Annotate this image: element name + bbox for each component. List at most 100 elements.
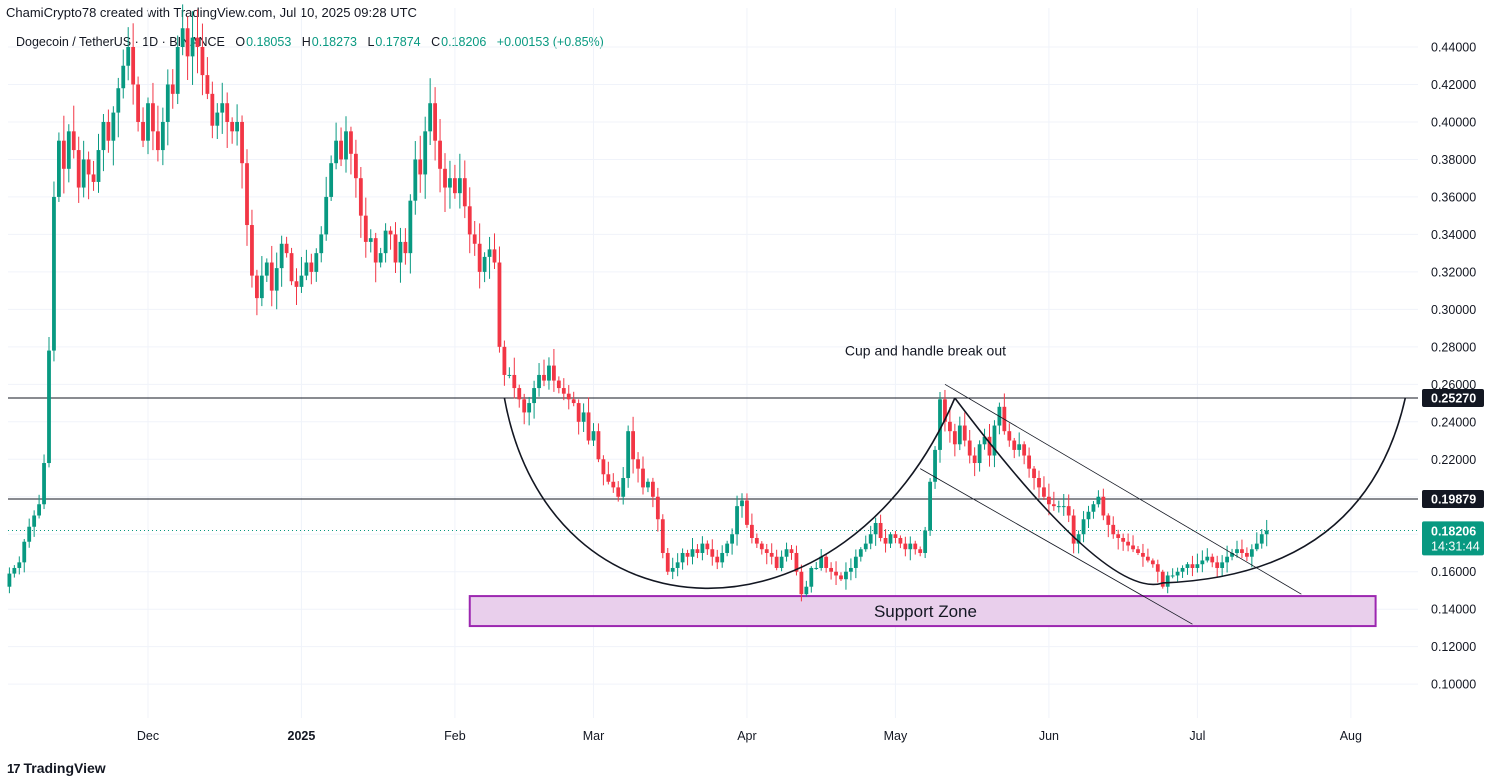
high-label: H xyxy=(301,35,311,49)
candle-body xyxy=(868,534,873,544)
y-tick-label: 0.24000 xyxy=(1431,415,1476,429)
candle-body xyxy=(923,530,928,553)
tradingview-brand: TradingView xyxy=(23,760,106,776)
candle xyxy=(393,222,398,274)
candle xyxy=(626,425,631,488)
candle xyxy=(606,461,611,485)
candle-body xyxy=(636,459,640,469)
candle-body xyxy=(992,425,997,456)
candle-body xyxy=(844,571,848,580)
candle xyxy=(111,106,116,166)
candle-body xyxy=(1146,556,1150,561)
candle xyxy=(918,546,923,557)
candle-body xyxy=(378,253,383,263)
candle xyxy=(1056,500,1061,513)
candle xyxy=(403,228,408,265)
candle xyxy=(972,447,977,477)
tradingview-logo[interactable]: 17 TradingView xyxy=(7,760,106,776)
candle xyxy=(596,423,601,463)
candle-body xyxy=(1215,562,1220,568)
candle-body xyxy=(1240,549,1244,553)
x-tick-label: Apr xyxy=(737,729,756,743)
candle-body xyxy=(294,281,299,287)
candle-body xyxy=(517,388,522,400)
candle xyxy=(1264,519,1269,547)
candle xyxy=(923,526,928,559)
candle-body xyxy=(1116,534,1121,538)
candle-body xyxy=(888,534,893,544)
candle xyxy=(774,549,779,571)
candle-body xyxy=(819,556,824,568)
candle xyxy=(1185,562,1190,575)
change-value: +0.00153 (+0.85%) xyxy=(496,35,604,49)
candle xyxy=(547,357,551,390)
candle xyxy=(769,543,774,565)
candle-body xyxy=(1180,567,1185,572)
y-tick-label: 0.30000 xyxy=(1431,303,1476,317)
candle xyxy=(670,557,675,580)
candle xyxy=(448,160,452,209)
candles xyxy=(7,4,1269,602)
candle xyxy=(210,81,215,139)
candle xyxy=(106,109,111,153)
candle-body xyxy=(759,543,764,550)
candle-body xyxy=(1022,444,1027,456)
candle xyxy=(764,543,769,565)
candle-body xyxy=(601,459,606,475)
candle xyxy=(319,226,324,263)
candle-body xyxy=(368,238,373,242)
candle-body xyxy=(665,552,670,572)
candle-body xyxy=(621,478,626,497)
candle-body xyxy=(250,225,254,276)
candle xyxy=(636,452,640,483)
candle-body xyxy=(863,543,868,550)
candle xyxy=(299,256,304,293)
candle xyxy=(784,542,789,562)
candle-body xyxy=(467,206,472,235)
candle-body xyxy=(27,526,32,542)
candle xyxy=(81,140,86,198)
candle-body xyxy=(210,93,215,126)
countdown-label: 14:31:44 xyxy=(1431,539,1480,553)
candle-body xyxy=(1245,552,1249,557)
candle-body xyxy=(96,150,101,182)
candle-body xyxy=(769,552,774,557)
candle xyxy=(858,547,863,562)
candle-body xyxy=(47,350,51,464)
candle-body xyxy=(220,103,225,113)
candle xyxy=(1146,548,1150,563)
candle-body xyxy=(972,455,977,464)
candle xyxy=(86,151,91,200)
low-label: L xyxy=(367,35,375,49)
candle-body xyxy=(1235,549,1239,553)
candle xyxy=(205,57,210,100)
candle xyxy=(992,420,997,468)
candle-body xyxy=(408,200,413,254)
candle xyxy=(47,336,51,468)
candle xyxy=(571,391,576,407)
symbol-title[interactable]: Dogecoin / TetherUS · 1D · BINANCE xyxy=(16,35,225,49)
candle xyxy=(17,556,22,575)
candle-body xyxy=(1195,564,1200,568)
candle xyxy=(1101,488,1106,521)
candle xyxy=(37,494,41,519)
candle-body xyxy=(170,84,175,94)
candle-body xyxy=(1101,496,1106,516)
candle xyxy=(492,233,497,269)
candle xyxy=(611,473,616,493)
candle xyxy=(1205,548,1210,563)
candle xyxy=(566,385,571,410)
candle-body xyxy=(42,463,46,505)
candle xyxy=(165,69,170,146)
candle-body xyxy=(1210,556,1215,563)
candle-body xyxy=(1091,504,1096,512)
candle-body xyxy=(255,275,259,299)
candle-body xyxy=(37,504,41,516)
candle-body xyxy=(1047,496,1051,505)
candle xyxy=(1066,494,1071,523)
open-value: 0.18053 xyxy=(246,35,292,49)
candle xyxy=(101,114,106,172)
candle-body xyxy=(858,549,863,557)
candle-body xyxy=(91,174,96,182)
